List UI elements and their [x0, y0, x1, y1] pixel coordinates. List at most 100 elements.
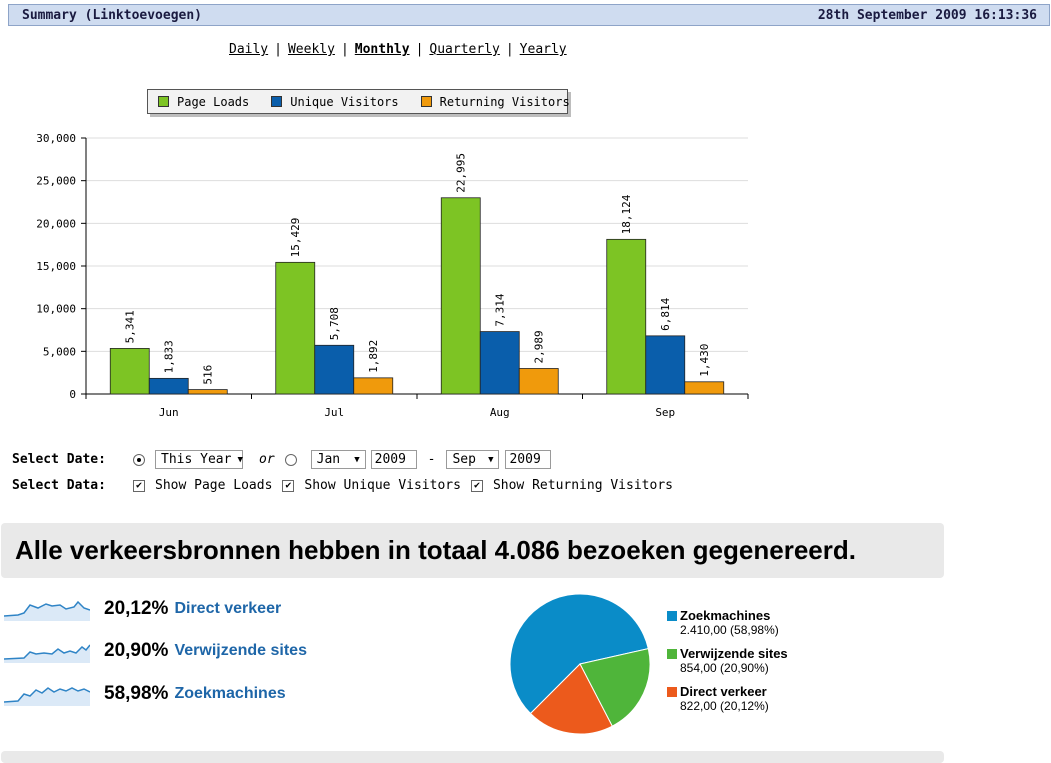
bar — [606, 238, 647, 395]
traffic-pie-chart — [509, 593, 651, 735]
data-label: 1,892 — [367, 340, 380, 373]
pie-legend-value: 2.410,00 (58,98%) — [680, 623, 779, 637]
data-label: 5,341 — [124, 310, 137, 343]
source-link-direct[interactable]: Direct verkeer — [174, 600, 282, 617]
bar — [353, 377, 394, 395]
to-month-select[interactable]: Sep ▼ — [446, 450, 500, 469]
period-link-weekly[interactable]: Weekly — [287, 42, 335, 57]
returning-visitors-checkbox[interactable]: ✔ — [470, 479, 483, 492]
legend-swatch — [271, 96, 283, 107]
legend-item-unique-visitors: Unique Visitors — [271, 95, 399, 109]
chevron-down-icon: ▼ — [237, 454, 243, 465]
to-year-input[interactable]: 2009 — [505, 450, 552, 469]
x-tick-label: Jun — [159, 406, 179, 419]
legend-swatch — [158, 96, 169, 107]
source-link-referral[interactable]: Verwijzende sites — [174, 642, 307, 659]
source-link-search[interactable]: Zoekmachines — [174, 685, 286, 702]
bar — [684, 381, 725, 395]
source-percent: 58,98% — [104, 683, 169, 704]
bar — [518, 368, 559, 395]
pie-legend-name: Direct verkeer — [680, 684, 767, 699]
period-selector: Daily | Weekly | Monthly | Quarterly | Yearly — [229, 42, 567, 57]
from-month-select[interactable]: Jan ▼ — [310, 450, 366, 469]
sparkline-icon — [4, 644, 90, 663]
legend-item-page-loads: Page Loads — [158, 95, 249, 109]
y-tick-label: 0 — [69, 388, 76, 401]
legend-swatch — [667, 648, 677, 659]
period-link-yearly[interactable]: Yearly — [519, 42, 567, 57]
to-month-value: Sep — [452, 452, 476, 467]
header-timestamp: 28th September 2009 16:13:36 — [817, 7, 1037, 23]
bar — [479, 331, 520, 395]
traffic-headline-text: Alle verkeersbronnen hebben in totaal 4.… — [15, 535, 856, 565]
bar — [314, 344, 355, 395]
legend-item-returning-visitors: Returning Visitors — [420, 95, 570, 109]
period-link-daily[interactable]: Daily — [229, 42, 269, 57]
legend-swatch — [667, 686, 677, 697]
page-loads-checkbox[interactable]: ✔ — [133, 479, 145, 492]
pie-legend-item-referral: Verwijzende sites 854,00 (20,90%) — [667, 646, 788, 675]
legend-label: Page Loads — [177, 94, 250, 109]
source-row-direct: 20,12% Direct verkeer — [4, 594, 281, 624]
chevron-down-icon: ▼ — [488, 454, 494, 465]
y-tick-label: 5,000 — [43, 345, 76, 358]
source-row-search: 58,98% Zoekmachines — [4, 679, 286, 709]
y-tick-label: 30,000 — [36, 132, 76, 145]
bottom-panel — [1, 751, 944, 763]
unique-visitors-checkbox[interactable]: ✔ — [282, 479, 295, 492]
data-label: 2,989 — [533, 330, 546, 363]
period-preset-value: This Year — [161, 452, 232, 467]
bar — [440, 197, 481, 395]
data-label: 5,708 — [328, 307, 341, 340]
period-link-quarterly[interactable]: Quarterly — [429, 42, 500, 57]
select-data-row: Select Data: ✔ Show Page Loads ✔ Show Un… — [12, 478, 673, 493]
chevron-down-icon: ▼ — [354, 454, 360, 465]
pie-legend-name: Zoekmachines — [680, 608, 771, 623]
returning-visitors-checkbox-label: Show Returning Visitors — [492, 478, 673, 493]
data-label: 22,995 — [455, 153, 468, 193]
y-tick-label: 25,000 — [36, 175, 76, 188]
period-preset-select[interactable]: This Year ▼ — [155, 450, 243, 469]
source-percent: 20,90% — [104, 640, 169, 661]
bar — [148, 377, 189, 395]
x-tick-label: Aug — [490, 406, 510, 419]
pie-slice — [579, 648, 651, 727]
x-tick-label: Sep — [655, 406, 675, 419]
this-year-radio[interactable] — [133, 453, 145, 466]
sparkline-icon — [4, 687, 90, 706]
pie-legend-name: Verwijzende sites — [680, 646, 788, 661]
pie-slice — [529, 663, 613, 735]
data-label: 15,429 — [289, 218, 302, 258]
source-percent: 20,12% — [104, 598, 169, 619]
bar — [109, 348, 150, 395]
source-row-referral: 20,90% Verwijzende sites — [4, 636, 307, 666]
page-loads-checkbox-label: Show Page Loads — [155, 478, 273, 493]
pie-legend-value: 822,00 (20,12%) — [680, 699, 769, 713]
date-range-radio[interactable] — [284, 453, 297, 466]
legend-swatch — [667, 610, 677, 621]
pie-legend-item-search: Zoekmachines 2.410,00 (58,98%) — [667, 608, 779, 637]
data-label: 1,430 — [698, 344, 711, 377]
pie-slice — [509, 593, 649, 715]
chart-legend: Page Loads Unique Visitors Returning Vis… — [147, 89, 570, 114]
or-text: or — [259, 452, 275, 467]
bar — [187, 389, 228, 395]
pie-legend-item-direct: Direct verkeer 822,00 (20,12%) — [667, 684, 769, 713]
data-label: 7,314 — [494, 293, 507, 326]
select-date-label: Select Date: — [12, 452, 106, 467]
bar-chart: 0 5,000 10,000 15,000 20,000 25,000 30,000 5,34… — [36, 132, 749, 419]
x-tick-label: Jul — [324, 406, 344, 419]
data-label: 516 — [202, 365, 215, 385]
y-tick-label: 15,000 — [36, 260, 76, 273]
from-month-value: Jan — [316, 452, 341, 467]
select-date-row: Select Date: This Year ▼ or Jan ▼ 2009 -… — [12, 450, 552, 469]
period-link-monthly[interactable]: Monthly — [354, 42, 410, 57]
bar — [645, 335, 686, 395]
data-label: 6,814 — [659, 297, 672, 330]
sparkline-icon — [4, 600, 90, 621]
page-header: Summary (Linktoevoegen) 28th September 2… — [8, 4, 1050, 26]
legend-swatch — [420, 96, 432, 107]
y-tick-label: 20,000 — [36, 217, 76, 230]
traffic-headline: Alle verkeersbronnen hebben in totaal 4.… — [1, 523, 944, 578]
from-year-input[interactable]: 2009 — [370, 450, 417, 469]
